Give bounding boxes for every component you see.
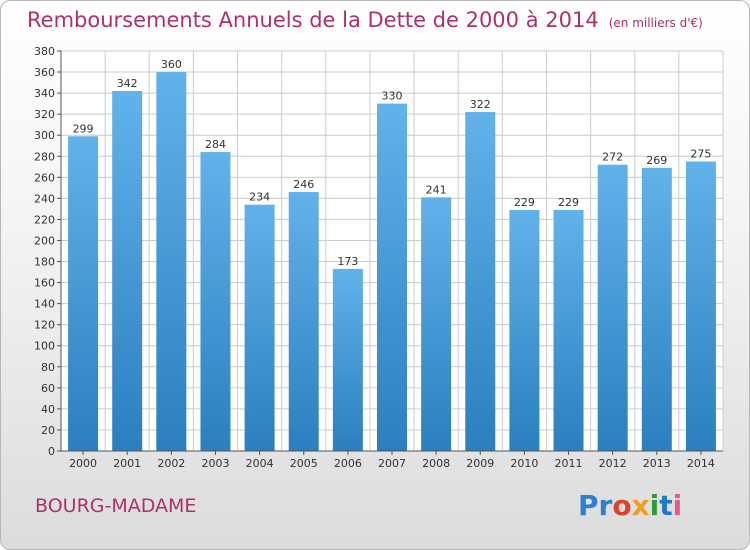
x-tick-label: 2011 bbox=[555, 457, 583, 470]
x-tick-label: 2004 bbox=[246, 457, 274, 470]
y-tick-label: 320 bbox=[34, 108, 55, 121]
logo-part: o bbox=[612, 489, 632, 522]
bar-value-label: 275 bbox=[690, 148, 711, 161]
logo-part: Pr bbox=[578, 489, 613, 522]
y-tick-label: 0 bbox=[48, 445, 55, 458]
bar-value-label: 272 bbox=[602, 151, 623, 164]
y-tick-label: 200 bbox=[34, 234, 55, 247]
y-tick-label: 120 bbox=[34, 319, 55, 332]
y-tick-label: 380 bbox=[34, 45, 55, 58]
y-tick-label: 160 bbox=[34, 277, 55, 290]
chart-title-text: Remboursements Annuels de la Dette de 20… bbox=[27, 8, 599, 32]
bar-value-label: 241 bbox=[426, 183, 447, 196]
logo-part: t bbox=[659, 489, 673, 522]
chart-unit: (en milliers d'€) bbox=[608, 16, 703, 30]
x-tick-label: 2014 bbox=[687, 457, 715, 470]
y-tick-label: 220 bbox=[34, 213, 55, 226]
x-tick-label: 2008 bbox=[422, 457, 450, 470]
x-tick-label: 2010 bbox=[510, 457, 538, 470]
bar bbox=[200, 152, 231, 452]
bar-value-label: 330 bbox=[382, 90, 403, 103]
bar-value-label: 234 bbox=[249, 191, 270, 204]
bar bbox=[156, 72, 187, 451]
x-tick-label: 2009 bbox=[466, 457, 494, 470]
y-tick-label: 140 bbox=[34, 298, 55, 311]
x-tick-label: 2005 bbox=[290, 457, 318, 470]
y-tick-label: 60 bbox=[41, 382, 55, 395]
bars: 299 342 360 284 234 246 173 330 241 322 229 229 272 2… bbox=[68, 58, 716, 452]
bar-value-label: 246 bbox=[293, 178, 314, 191]
bar bbox=[332, 268, 363, 451]
bar-value-label: 322 bbox=[470, 98, 491, 111]
logo-part: x bbox=[631, 489, 650, 522]
bar-value-label: 229 bbox=[514, 196, 535, 209]
y-tick-label: 240 bbox=[34, 192, 55, 205]
bar-value-label: 342 bbox=[117, 77, 138, 90]
x-tick-label: 2002 bbox=[157, 457, 185, 470]
bar-value-label: 360 bbox=[161, 58, 182, 71]
x-tick-label: 2001 bbox=[113, 457, 141, 470]
axes: 0 20 40 60 80 100 120 140 160 180 200 220 240 260 280 3… bbox=[34, 45, 723, 470]
bar-value-label: 269 bbox=[646, 154, 667, 167]
bar-value-label: 284 bbox=[205, 138, 226, 151]
y-tick-label: 180 bbox=[34, 256, 55, 269]
x-tick-label: 2012 bbox=[599, 457, 627, 470]
bar bbox=[553, 209, 584, 451]
y-tick-label: 40 bbox=[41, 403, 55, 416]
logo-part: i bbox=[672, 489, 683, 522]
y-tick-label: 100 bbox=[34, 340, 55, 353]
bar bbox=[465, 112, 496, 451]
y-tick-label: 360 bbox=[34, 66, 55, 79]
bar bbox=[288, 192, 319, 452]
bar bbox=[509, 209, 540, 451]
x-tick-label: 2013 bbox=[643, 457, 671, 470]
bar bbox=[597, 164, 628, 451]
bar bbox=[685, 161, 716, 452]
bar-value-label: 229 bbox=[558, 196, 579, 209]
y-tick-label: 20 bbox=[41, 424, 55, 437]
commune-name: BOURG-MADAME bbox=[35, 495, 197, 517]
x-tick-label: 2006 bbox=[334, 457, 362, 470]
y-tick-label: 80 bbox=[41, 361, 55, 374]
y-tick-label: 260 bbox=[34, 171, 55, 184]
bar-value-label: 173 bbox=[337, 255, 358, 268]
bar-value-label: 299 bbox=[73, 122, 94, 135]
bar bbox=[377, 103, 407, 451]
bar bbox=[244, 204, 275, 451]
y-tick-label: 300 bbox=[34, 129, 55, 142]
x-tick-label: 2000 bbox=[69, 457, 97, 470]
y-tick-label: 340 bbox=[34, 87, 55, 100]
bar bbox=[421, 197, 452, 451]
x-tick-label: 2003 bbox=[201, 457, 229, 470]
x-tick-label: 2007 bbox=[378, 457, 406, 470]
y-tick-label: 280 bbox=[34, 150, 55, 163]
chart-title: Remboursements Annuels de la Dette de 20… bbox=[27, 8, 703, 32]
logo-part: i bbox=[649, 489, 660, 522]
proxiti-logo: Proxiti bbox=[578, 489, 682, 522]
bar bbox=[641, 167, 672, 451]
bar bbox=[68, 136, 99, 451]
bar bbox=[112, 91, 143, 451]
